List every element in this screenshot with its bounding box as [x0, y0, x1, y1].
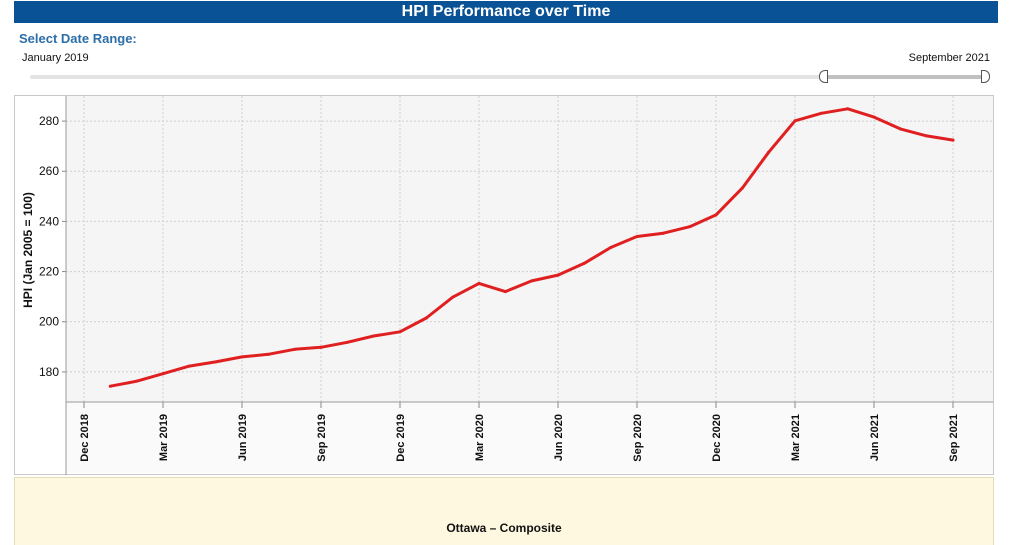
data-point	[530, 279, 534, 283]
data-point	[424, 316, 428, 320]
data-point	[714, 213, 718, 217]
x-tick-label: Sep 2020	[632, 414, 644, 462]
x-tick-label: Mar 2021	[790, 414, 802, 461]
date-range-slider-track[interactable]	[30, 75, 986, 79]
hpi-line-chart: 180 200 220 240 260 280 Dec 2018 Mar 2019 Jun 20…	[39, 96, 993, 475]
data-point	[108, 384, 112, 388]
x-tick-label: Dec 2020	[711, 414, 723, 462]
data-point	[556, 273, 560, 277]
date-range-heading: Select Date Range:	[19, 31, 137, 46]
x-tick-label: Sep 2021	[948, 414, 960, 462]
x-tick-label: Sep 2019	[316, 414, 328, 462]
chart-title: HPI Performance over Time	[401, 3, 611, 20]
data-point	[214, 360, 218, 364]
data-point	[925, 134, 929, 138]
y-tick-label: 180	[39, 365, 59, 379]
data-point	[951, 138, 955, 142]
y-axis-label: HPI (Jan 2005 = 100)	[21, 192, 35, 308]
range-end-label: September 2021	[908, 52, 990, 64]
data-point	[767, 150, 771, 154]
range-start-handle[interactable]	[819, 70, 828, 83]
data-point	[372, 334, 376, 338]
data-point	[451, 295, 455, 299]
data-point	[609, 245, 613, 249]
data-point	[688, 225, 692, 229]
data-point	[293, 347, 297, 351]
x-tick-label: Dec 2018	[79, 414, 91, 462]
data-point	[503, 290, 507, 294]
range-start-label: January 2019	[22, 52, 89, 64]
y-tick-label: 280	[39, 114, 59, 128]
data-point	[819, 111, 823, 115]
data-point	[135, 379, 139, 383]
data-point	[582, 261, 586, 265]
y-tick-label: 200	[39, 315, 59, 329]
x-tick-label: Dec 2019	[395, 414, 407, 462]
data-point	[477, 281, 481, 285]
y-tick-label: 260	[39, 164, 59, 178]
x-tick-label: Jun 2021	[869, 414, 881, 461]
data-point	[187, 364, 191, 368]
data-point	[161, 372, 165, 376]
legend-panel: Ottawa – Composite	[14, 477, 994, 545]
chart-title-bar: HPI Performance over Time	[14, 1, 998, 23]
data-point	[345, 340, 349, 344]
data-point	[846, 107, 850, 111]
y-tick-label: 240	[39, 214, 59, 228]
x-tick-label: Mar 2019	[158, 414, 170, 461]
data-point	[793, 119, 797, 123]
data-point	[398, 330, 402, 334]
x-axis-area	[66, 402, 993, 473]
data-point	[266, 352, 270, 356]
data-point	[898, 127, 902, 131]
data-point	[872, 115, 876, 119]
date-range-selected-segment	[824, 75, 986, 79]
plot-area	[66, 96, 993, 402]
data-point	[240, 355, 244, 359]
data-point	[740, 186, 744, 190]
range-end-handle[interactable]	[981, 70, 990, 83]
series-name-label: Ottawa – Composite	[446, 521, 562, 535]
x-tick-label: Jun 2019	[237, 414, 249, 461]
data-point	[635, 234, 639, 238]
x-tick-label: Mar 2020	[474, 414, 486, 461]
data-point	[319, 345, 323, 349]
data-point	[661, 231, 665, 235]
x-tick-label: Jun 2020	[553, 414, 565, 461]
y-tick-label: 220	[39, 265, 59, 279]
